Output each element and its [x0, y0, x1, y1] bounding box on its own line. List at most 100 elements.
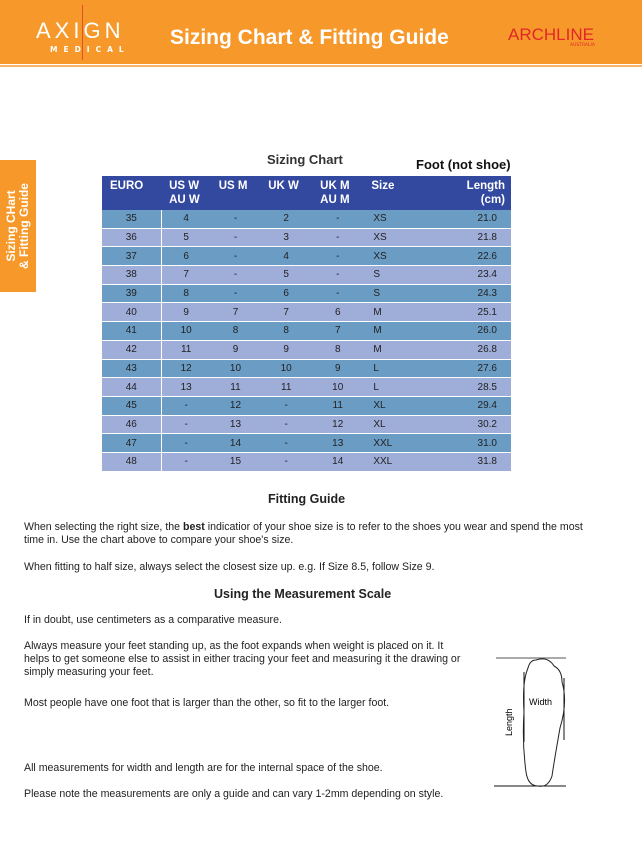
- table-cell: -: [260, 396, 313, 416]
- table-cell: L: [363, 359, 419, 379]
- table-cell: 45: [102, 396, 162, 416]
- column-header: Length (cm): [418, 176, 511, 210]
- table-cell: 26.8: [418, 340, 511, 360]
- table-cell: 38: [102, 265, 162, 285]
- table-cell: 7: [260, 302, 313, 323]
- table-row: 39 8-6- S 24.3: [102, 284, 511, 304]
- table-cell: XS: [363, 228, 419, 248]
- side-tab-line2: & Fitting Guide: [17, 183, 31, 269]
- foot-outline: [522, 658, 566, 787]
- length-label: Length: [504, 708, 514, 736]
- side-tab: Sizing CHart & Fitting Guide: [0, 160, 36, 292]
- column-header: US M: [210, 176, 261, 210]
- table-cell: 13: [161, 377, 211, 397]
- table-cell: -: [161, 415, 211, 435]
- table-row: 36 5-3- XS 21.8: [102, 228, 511, 248]
- archline-logo: ARCHLINE: [508, 25, 594, 44]
- axign-logo-sub: MEDICAL: [50, 45, 130, 54]
- table-cell: 39: [102, 284, 162, 304]
- side-tab-line1: Sizing CHart: [4, 190, 18, 262]
- table-cell: XS: [363, 210, 419, 229]
- table-cell: 42: [102, 340, 162, 360]
- table-cell: -: [161, 433, 211, 453]
- table-cell: 36: [102, 228, 162, 248]
- table-cell: 40: [102, 302, 162, 323]
- fitting-paragraph-2: When fitting to half size, always select…: [24, 561, 435, 573]
- table-cell: -: [312, 246, 364, 267]
- table-row: 46-13-12 XL 30.2: [102, 415, 511, 435]
- foot-measurement-diagram: Width Length: [494, 657, 566, 787]
- table-cell: 4: [161, 210, 211, 229]
- table-row: 37 6-4- XS 22.6: [102, 246, 511, 267]
- table-cell: 6: [161, 246, 211, 267]
- table-cell: 12: [210, 396, 261, 416]
- table-cell: XXL: [363, 452, 419, 472]
- table-cell: 26.0: [418, 321, 511, 341]
- column-header: Size: [363, 176, 419, 210]
- table-cell: -: [312, 228, 364, 248]
- header-banner: AXIGN MEDICAL Sizing Chart & Fitting Gui…: [0, 0, 642, 64]
- table-row: 45-12-11 XL 29.4: [102, 396, 511, 416]
- table-cell: -: [312, 210, 364, 229]
- table-cell: -: [312, 265, 364, 285]
- table-cell: 10: [312, 377, 364, 397]
- table-cell: 21.8: [418, 228, 511, 248]
- table-cell: M: [363, 302, 419, 323]
- table-row: 48-15-14 XXL 31.8: [102, 452, 511, 472]
- measure-paragraph-3: Most people have one foot that is larger…: [24, 697, 390, 709]
- table-cell: 5: [161, 228, 211, 248]
- table-cell: 47: [102, 433, 162, 453]
- table-cell: -: [161, 452, 211, 472]
- table-cell: 8: [312, 340, 364, 360]
- page-title: Sizing Chart & Fitting Guide: [170, 26, 449, 49]
- table-cell: 12: [161, 359, 211, 379]
- table-cell: 13: [210, 415, 261, 435]
- column-header: UK M AU M: [312, 176, 364, 210]
- table-cell: 14: [210, 433, 261, 453]
- foot-note: Foot (not shoe): [416, 157, 511, 172]
- fitting-guide-title: Fitting Guide: [268, 492, 346, 506]
- table-row: 42 11 9 9 8 M 26.8: [102, 340, 511, 360]
- table-row: 35 4-2- XS 21.0: [102, 210, 511, 229]
- table-cell: 41: [102, 321, 162, 341]
- table-cell: -: [260, 452, 313, 472]
- table-cell: XL: [363, 415, 419, 435]
- table-cell: 35: [102, 210, 162, 229]
- table-cell: -: [210, 246, 261, 267]
- measure-paragraph-1: If in doubt, use centimeters as a compar…: [24, 614, 282, 626]
- table-cell: -: [161, 396, 211, 416]
- table-cell: 21.0: [418, 210, 511, 229]
- table-cell: 15: [210, 452, 261, 472]
- table-cell: 2: [260, 210, 313, 229]
- table-cell: M: [363, 340, 419, 360]
- table-cell: 7: [161, 265, 211, 285]
- table-row: 44 13 11 11 10 L 28.5: [102, 377, 511, 397]
- table-cell: 9: [161, 302, 211, 323]
- table-cell: 9: [260, 340, 313, 360]
- table-cell: 25.1: [418, 302, 511, 323]
- table-cell: 8: [210, 321, 261, 341]
- table-cell: -: [260, 433, 313, 453]
- table-cell: 12: [312, 415, 364, 435]
- table-cell: 5: [260, 265, 313, 285]
- table-cell: 10: [161, 321, 211, 341]
- table-cell: 13: [312, 433, 364, 453]
- table-row: 43 12 10 10 9 L 27.6: [102, 359, 511, 379]
- table-cell: -: [210, 228, 261, 248]
- fitting-paragraph-1: When selecting the right size, the best …: [24, 521, 583, 546]
- table-cell: 7: [210, 302, 261, 323]
- table-cell: 6: [312, 302, 364, 323]
- table-row: 47-14-13 XXL 31.0: [102, 433, 511, 453]
- table-cell: 46: [102, 415, 162, 435]
- table-cell: 31.0: [418, 433, 511, 453]
- measurement-title: Using the Measurement Scale: [214, 587, 392, 601]
- sizing-table: EURO US W AU W US M UK W UK M AU M Size Length…: [102, 176, 511, 472]
- table-cell: 22.6: [418, 246, 511, 267]
- table-cell: S: [363, 284, 419, 304]
- table-row: 40 9 7 7 6 M 25.1: [102, 302, 511, 323]
- table-cell: 43: [102, 359, 162, 379]
- table-cell: 27.6: [418, 359, 511, 379]
- table-cell: 29.4: [418, 396, 511, 416]
- table-cell: 9: [312, 359, 364, 379]
- table-row: 41 10 8 8 7 M 26.0: [102, 321, 511, 341]
